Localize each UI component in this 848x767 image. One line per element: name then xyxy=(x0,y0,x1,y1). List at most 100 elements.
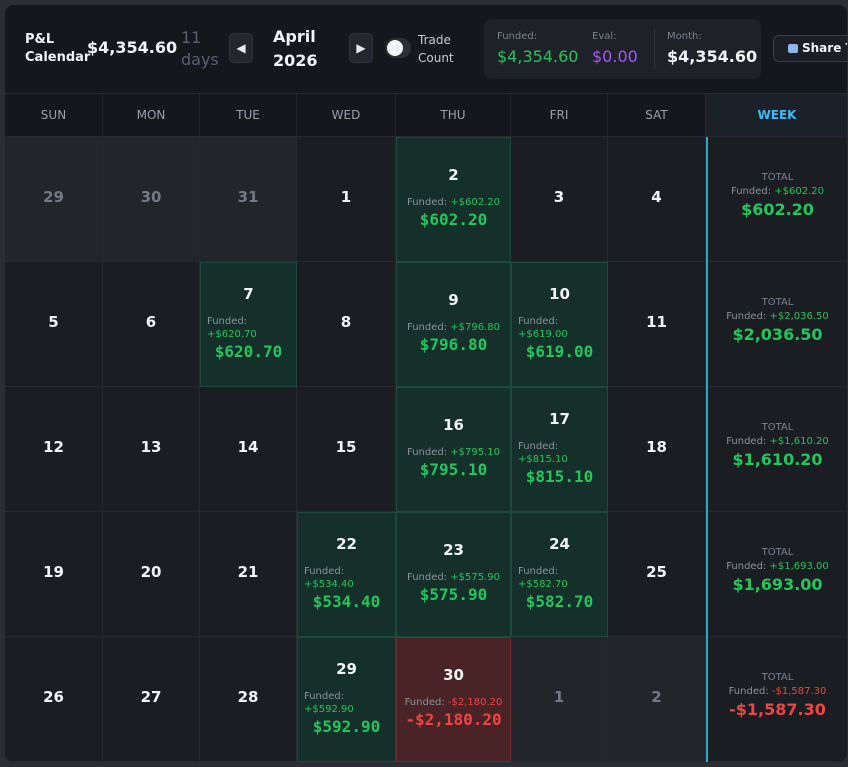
day-funded-pl: Funded: +$592.90 xyxy=(304,690,354,716)
prev-month-button[interactable]: ◀ xyxy=(229,33,253,63)
funded-amount: +$796.80 xyxy=(450,322,501,333)
day-number: 17 xyxy=(549,410,570,428)
day-number: 12 xyxy=(43,438,64,456)
funded-label: Funded: xyxy=(404,697,445,708)
day-cell[interactable]: 29 xyxy=(5,137,103,262)
day-cell[interactable]: 29 Funded: +$592.90 $592.90 xyxy=(297,637,396,762)
funded-amount: +$619.00 xyxy=(518,329,568,340)
day-cell[interactable]: 7 Funded: +$620.70 $620.70 xyxy=(200,262,297,387)
week-total-label: TOTAL xyxy=(761,672,794,683)
day-number: 27 xyxy=(140,688,162,706)
day-number: 1 xyxy=(340,188,352,206)
day-cell[interactable]: 15 xyxy=(297,387,396,512)
funded-label: Funded: xyxy=(726,436,767,447)
day-pl: $602.20 xyxy=(419,210,488,229)
day-cell[interactable]: 11 xyxy=(608,262,706,387)
week-funded-pl: Funded: -$1,587.30 xyxy=(706,686,847,697)
day-cell[interactable]: 4 xyxy=(608,137,706,262)
funded-amount: +$795.10 xyxy=(450,447,501,458)
funded-value: $4,354.60 xyxy=(497,47,579,66)
week-funded-pl: Funded: +$1,693.00 xyxy=(706,561,847,572)
day-cell[interactable]: 6 xyxy=(103,262,200,387)
day-cell[interactable]: 18 xyxy=(608,387,706,512)
day-cell[interactable]: 3 xyxy=(511,137,608,262)
week-funded-pl: Funded: +$2,036.50 xyxy=(706,311,847,322)
day-cell[interactable]: 30 Funded: -$2,180.20 -$2,180.20 xyxy=(396,637,511,762)
day-number: 5 xyxy=(48,313,59,331)
day-cell[interactable]: 28 xyxy=(200,637,297,762)
day-cell[interactable]: 20 xyxy=(103,512,200,637)
day-number: 1 xyxy=(553,688,565,706)
day-cell[interactable]: 24 Funded: +$582.70 $582.70 xyxy=(511,512,608,637)
day-cell[interactable]: 16 Funded: +$795.10 $795.10 xyxy=(396,387,511,512)
day-cell[interactable]: 22 Funded: +$534.40 $534.40 xyxy=(297,512,396,637)
day-cell[interactable]: 1 xyxy=(297,137,396,262)
day-number: 18 xyxy=(646,438,667,456)
month-label: Month: xyxy=(667,31,702,42)
title-line-1: P&L xyxy=(25,32,55,47)
day-number: 7 xyxy=(243,285,254,303)
day-number: 29 xyxy=(43,188,64,206)
calendar-title: P&L Calendar xyxy=(25,31,95,67)
day-number: 9 xyxy=(448,291,459,309)
day-cell[interactable]: 14 xyxy=(200,387,297,512)
funded-amount: +$582.70 xyxy=(518,579,568,590)
share-button[interactable]: Share T xyxy=(773,35,847,62)
day-number: 31 xyxy=(237,188,259,206)
day-cell[interactable]: 5 xyxy=(5,262,103,387)
day-cell[interactable]: 27 xyxy=(103,637,200,762)
overall-total: $4,354.60 xyxy=(87,38,178,57)
day-number: 4 xyxy=(651,188,662,206)
funded-label: Funded: xyxy=(726,561,767,572)
funded-label: Funded: xyxy=(406,197,448,208)
trading-days-count: 11 days xyxy=(181,27,219,71)
days-number: 11 xyxy=(181,28,202,47)
share-label: Share T xyxy=(802,41,847,55)
funded-amount: +$592.90 xyxy=(304,704,354,715)
funded-label: Funded: xyxy=(726,311,767,322)
day-cell[interactable]: 21 xyxy=(200,512,297,637)
weekday-header: TUE xyxy=(200,93,297,137)
day-cell[interactable]: 12 xyxy=(5,387,103,512)
funded-amount: +$815.10 xyxy=(518,454,568,465)
day-cell[interactable]: 1 xyxy=(511,637,608,762)
day-number: 20 xyxy=(140,563,162,581)
week-total-cell: TOTAL Funded: +$602.20 $602.20 xyxy=(706,137,847,262)
funded-amount: +$602.20 xyxy=(774,186,825,197)
funded-label: Funded: xyxy=(406,447,448,458)
day-cell[interactable]: 26 xyxy=(5,637,103,762)
trade-count-toggle[interactable] xyxy=(385,38,411,58)
week-total-value: $2,036.50 xyxy=(732,325,823,344)
day-cell[interactable]: 23 Funded: +$575.90 $575.90 xyxy=(396,512,511,637)
eval-value: $0.00 xyxy=(592,47,638,66)
day-pl: $592.90 xyxy=(312,717,381,736)
day-number: 28 xyxy=(237,688,259,706)
stats-panel: Funded: $4,354.60 Eval: $0.00 Month: $4,… xyxy=(484,19,761,79)
day-cell[interactable]: 13 xyxy=(103,387,200,512)
day-number: 19 xyxy=(43,563,64,581)
triangle-right-icon: ▶ xyxy=(356,41,366,55)
day-cell[interactable]: 2 Funded: +$602.20 $602.20 xyxy=(396,137,511,262)
week-total-value: $602.20 xyxy=(741,200,814,219)
week-total-cell: TOTAL Funded: +$1,693.00 $1,693.00 xyxy=(706,512,847,637)
day-number: 22 xyxy=(336,535,357,553)
day-number: 14 xyxy=(237,438,259,456)
day-cell[interactable]: 31 xyxy=(200,137,297,262)
day-funded-pl: Funded: -$2,180.20 xyxy=(397,696,510,709)
day-cell[interactable]: 8 xyxy=(297,262,396,387)
days-label: days xyxy=(181,50,219,69)
day-number: 2 xyxy=(651,688,662,706)
day-cell[interactable]: 9 Funded: +$796.80 $796.80 xyxy=(396,262,511,387)
funded-label: Funded: xyxy=(406,322,448,333)
stats-divider xyxy=(654,29,655,69)
day-cell[interactable]: 10 Funded: +$619.00 $619.00 xyxy=(511,262,608,387)
next-month-button[interactable]: ▶ xyxy=(349,33,373,63)
day-cell[interactable]: 19 xyxy=(5,512,103,637)
calendar-grid: SUN MON TUE WED THU FRI SAT WEEK 29 30 31 1 2 Funded:… xyxy=(5,93,847,762)
day-cell[interactable]: 2 xyxy=(608,637,706,762)
day-cell[interactable]: 30 xyxy=(103,137,200,262)
day-cell[interactable]: 25 xyxy=(608,512,706,637)
current-month: April 2026 xyxy=(273,25,318,73)
day-number: 11 xyxy=(646,313,667,331)
day-cell[interactable]: 17 Funded: +$815.10 $815.10 xyxy=(511,387,608,512)
